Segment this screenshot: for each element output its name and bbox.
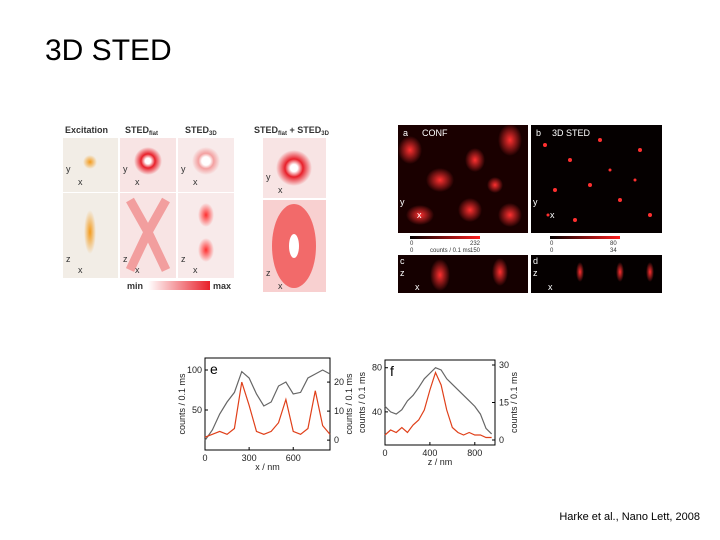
x-tick-label: 800 <box>467 448 482 458</box>
x-tick-label: 400 <box>422 448 437 458</box>
image-blobs <box>430 258 654 291</box>
y2-tick-label: 0 <box>334 435 339 445</box>
scale-label: 0 <box>410 248 414 254</box>
psf-spot <box>84 210 96 254</box>
axis-label: z <box>181 254 186 264</box>
y2-axis-label: counts / 0.1 ms <box>509 371 519 433</box>
y2-axis-label: counts / 0.1 ms <box>344 373 354 435</box>
scale-label: 0 <box>410 241 414 247</box>
axis-label: x <box>78 265 83 275</box>
scale-bar <box>550 236 620 239</box>
scale-label: 0 <box>550 248 554 254</box>
header: STEDflat <box>125 125 158 137</box>
psf-figure: Excitation STEDflat STED3D STEDflat + ST… <box>63 125 330 292</box>
panel-letter: c <box>400 256 405 266</box>
y2-tick-label: 30 <box>499 360 509 370</box>
x-tick-label: 600 <box>286 453 301 463</box>
header: STED3D <box>185 125 217 137</box>
y-tick-label: 40 <box>372 407 382 417</box>
y-axis-label: counts / 0.1 ms <box>357 371 367 433</box>
plot-frame <box>384 359 496 446</box>
axis-label: z <box>123 254 128 264</box>
colorbar-max: max <box>213 281 231 291</box>
scale-unit: counts / 0.1 ms <box>430 248 471 254</box>
axis-label: x <box>550 210 555 220</box>
axis-label: z <box>266 268 271 278</box>
axis-label: x <box>417 210 422 220</box>
axis-labels: y x z x y x z x y x z x y x z x <box>66 164 283 291</box>
psf-shape <box>289 234 299 258</box>
x-tick-label: 300 <box>242 453 257 463</box>
axis-label: y <box>123 164 128 174</box>
axis-label: y <box>181 164 186 174</box>
citation: Harke et al., Nano Lett, 2008 <box>559 511 700 523</box>
panel-label: 3D STED <box>552 128 591 138</box>
x-tick-label: 0 <box>202 453 207 463</box>
slide-title: 3D STED <box>45 34 172 67</box>
scale-label: 150 <box>470 248 481 254</box>
axis-label: x <box>278 281 283 291</box>
axis-label: y <box>400 197 405 207</box>
axis-label: x <box>78 177 83 187</box>
image-panel <box>531 125 662 233</box>
psf-shape <box>198 238 214 262</box>
axis-label: y <box>66 164 71 174</box>
axis-label: x <box>193 177 198 187</box>
header: STEDflat + STED3D <box>254 125 330 137</box>
panel-letter: a <box>403 128 408 138</box>
axis-label: x <box>415 282 420 292</box>
y-tick-label: 50 <box>192 405 202 415</box>
panel-letter: d <box>533 256 538 266</box>
series-line <box>384 367 493 435</box>
psf-ring <box>192 147 220 175</box>
x-tick-label: 0 <box>382 448 387 458</box>
axis-label: z <box>66 254 71 264</box>
panel-letter: f <box>390 363 394 379</box>
psf-shape <box>198 203 214 227</box>
axis-label: x <box>278 185 283 195</box>
scale-label: 232 <box>470 241 481 247</box>
axis-label: y <box>266 172 271 182</box>
y2-tick-label: 15 <box>499 398 509 408</box>
colorbar <box>148 281 210 290</box>
panel-letter: e <box>210 361 218 377</box>
scale-bar <box>410 236 480 239</box>
x-axis-label: x / nm <box>255 462 280 472</box>
image-dots <box>543 138 652 222</box>
y2-tick-label: 10 <box>334 406 344 416</box>
series-line <box>384 370 492 439</box>
axis-label: x <box>135 265 140 275</box>
scale-label: 34 <box>610 248 617 254</box>
axis-label: z <box>400 268 405 278</box>
axis-label: x <box>193 265 198 275</box>
plot-frame <box>204 357 331 451</box>
header: Excitation <box>65 125 108 135</box>
axis-label: x <box>135 177 140 187</box>
panel-label: CONF <box>422 128 448 138</box>
axis-label: z <box>533 268 538 278</box>
image-figure: a CONF b 3D STED y x y x 0 232 0 150 cou… <box>398 124 662 293</box>
series-line <box>204 381 331 438</box>
axis-label: x <box>548 282 553 292</box>
y2-tick-label: 20 <box>334 377 344 387</box>
x-axis-label: z / nm <box>428 457 453 467</box>
image-panel <box>531 255 662 293</box>
image-blobs <box>398 124 522 227</box>
y-axis-label: counts / 0.1 ms <box>177 373 187 435</box>
y2-tick-label: 0 <box>499 435 504 445</box>
colorbar-min: min <box>127 281 143 291</box>
psf-ring <box>134 147 162 175</box>
scale-label: 0 <box>550 241 554 247</box>
y-tick-label: 80 <box>372 363 382 373</box>
scale-label: 80 <box>610 241 617 247</box>
psf-shape <box>125 197 171 272</box>
psf-spot <box>83 155 97 169</box>
panel-letter: b <box>536 128 541 138</box>
series-line <box>204 369 331 441</box>
y-tick-label: 100 <box>187 365 202 375</box>
psf-ring <box>276 150 312 186</box>
axis-label: y <box>533 197 538 207</box>
